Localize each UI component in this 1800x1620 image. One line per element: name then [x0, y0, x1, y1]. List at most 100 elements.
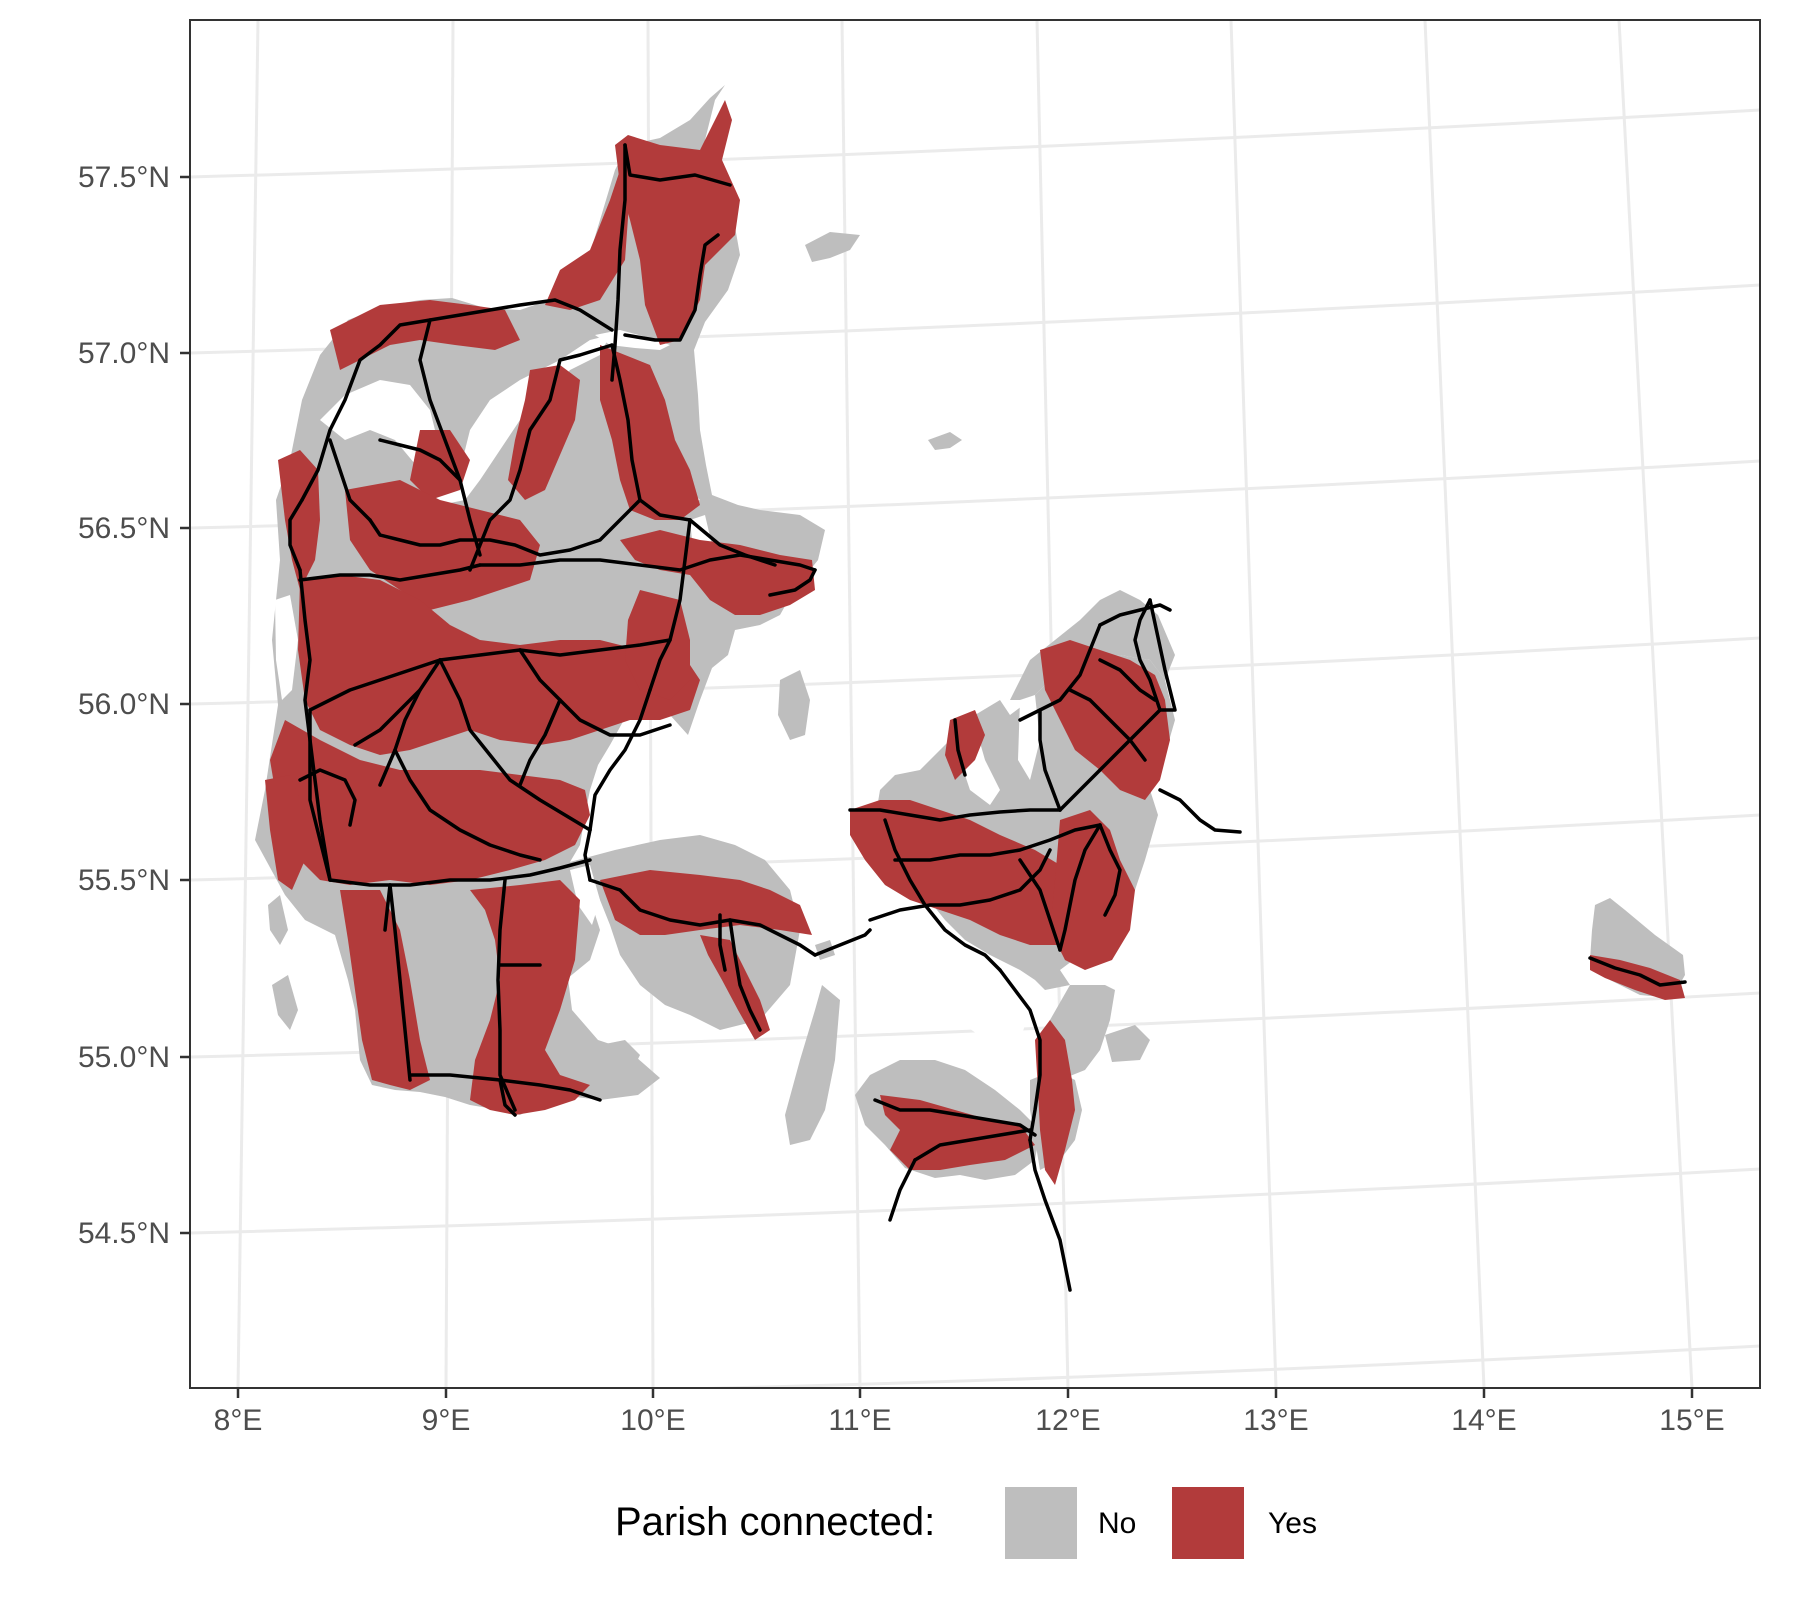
lon-axis-ticks	[236, 1388, 1694, 1398]
anholt-island	[928, 432, 962, 450]
graticule-lon-14	[1423, 20, 1486, 1388]
graticule-lon-8	[236, 20, 260, 1388]
rail-hobro-viborg	[368, 498, 642, 557]
rail-lolland	[873, 1098, 1037, 1137]
rail-aalborg-west	[300, 298, 614, 502]
connected-falster	[1035, 1020, 1075, 1185]
rail-frederikssund	[1038, 708, 1062, 812]
connected-funen-north	[600, 870, 812, 935]
rail-skjern-esbjerg	[308, 708, 332, 882]
connected-himmerland-east	[600, 345, 700, 520]
graticule-lat-57-5	[190, 108, 1760, 179]
rail-network	[288, 143, 1687, 1292]
rail-zealand-kalundborg	[848, 808, 1062, 822]
graticule-lat-54-0	[669, 1344, 1760, 1388]
rail-naestved-falster	[998, 968, 1042, 1142]
rail-naestved-grid	[1018, 858, 1062, 952]
connected-himmerland-west	[508, 365, 580, 500]
rail-randers-aarhus	[648, 518, 692, 692]
graticule-lat-54-5	[190, 1167, 1760, 1235]
rail-rodby	[888, 1158, 917, 1222]
rail-skjern-loop	[298, 768, 357, 827]
als-island	[600, 1040, 640, 1075]
rail-herning-ringkobing	[308, 658, 442, 712]
roskilde-fjord	[1018, 695, 1040, 780]
lat-tick-label: 55.0°N	[78, 1041, 170, 1074]
rail-koge-naestved	[1058, 823, 1102, 952]
rail-zealand-main-west	[868, 848, 1052, 922]
lon-tick-label: 10°E	[620, 1404, 685, 1437]
rail-oresund	[1158, 788, 1242, 834]
rail-holstebro-herning	[298, 563, 482, 582]
rail-nordhavn	[1098, 658, 1157, 702]
rail-skive-struer	[378, 438, 462, 482]
connected-west-mid	[265, 775, 305, 890]
rail-gribskov	[1098, 603, 1172, 627]
legend-swatch-yes	[1172, 1487, 1244, 1559]
rail-herning-vejle	[438, 658, 592, 832]
connected-midt-south	[270, 720, 590, 885]
rail-frederikshavn-skagen	[623, 143, 732, 187]
rail-grenaa	[768, 568, 817, 597]
connected-zealand-west	[850, 800, 1100, 945]
lon-tick-label: 11°E	[828, 1404, 891, 1437]
legend-title: Parish connected:	[615, 1500, 935, 1544]
ringkobing-fjord	[275, 595, 298, 700]
rail-esbjerg-kolding	[328, 858, 592, 887]
rail-herning-hub	[378, 658, 442, 787]
lat-tick-label: 54.5°N	[78, 1217, 170, 1250]
rail-struer	[328, 438, 372, 522]
connected-zealand-east	[1050, 810, 1135, 970]
lon-tick-label: 8°E	[214, 1404, 263, 1437]
rail-svendborg-faaborg	[718, 913, 727, 972]
legend-swatch-no	[1005, 1487, 1077, 1559]
rail-viborg-aarhus	[478, 553, 817, 572]
connected-salling	[410, 430, 470, 500]
lat-axis-ticks	[180, 175, 190, 1235]
lon-tick-label: 13°E	[1243, 1404, 1308, 1437]
rail-tinglev	[498, 1078, 517, 1117]
lat-tick-label: 56.5°N	[78, 512, 170, 545]
connected-vendsyssel-west	[545, 170, 630, 310]
graticule-lon-15	[1617, 20, 1694, 1388]
rail-north-zealand-loop	[1018, 623, 1102, 722]
rail-funen-main	[588, 878, 817, 957]
graticule-lon-13	[1229, 20, 1278, 1388]
rail-koge-stevns	[1098, 823, 1122, 917]
connected-lolland	[880, 1095, 1035, 1170]
rail-great-belt	[813, 928, 872, 957]
lon-axis-labels: 8°E 9°E 10°E 11°E 12°E 13°E 14°E 15°E	[214, 1404, 1725, 1437]
samso-island	[778, 670, 810, 740]
smaalandsfarvandet	[960, 995, 1030, 1040]
rail-ribe	[383, 883, 392, 932]
rail-struer-lemvig	[288, 498, 304, 572]
rail-bornholm	[1588, 956, 1687, 987]
rail-lolland-south	[913, 1128, 1032, 1162]
rail-herning-silkeborg	[438, 638, 672, 662]
rail-bramming-tonder	[388, 883, 412, 1082]
rail-skanderborg-horsens	[518, 698, 562, 787]
connected-djursland	[620, 530, 815, 615]
rail-hillerod	[1068, 688, 1147, 762]
lon-tick-label: 15°E	[1659, 1404, 1724, 1437]
moen-island	[1105, 1025, 1150, 1062]
rail-saeby	[623, 233, 720, 342]
rail-ringsted-grid	[893, 823, 1102, 862]
rail-brande-vejle	[393, 748, 542, 862]
lon-tick-label: 9°E	[422, 1404, 471, 1437]
laeso-island	[805, 232, 860, 262]
rail-helsingor-coast	[1148, 598, 1177, 712]
rail-silkeborg-skanderborg	[518, 648, 672, 737]
rail-aalborg-south	[610, 343, 692, 522]
rail-himmerland	[468, 343, 614, 572]
rail-tonder-sonderborg	[408, 1073, 602, 1102]
romo-island	[272, 975, 298, 1030]
legend: Parish connected: No Yes	[615, 1487, 1317, 1559]
langeland-region	[785, 985, 840, 1145]
rail-herning-skjern	[353, 688, 422, 747]
lat-tick-label: 56.0°N	[78, 688, 170, 721]
rail-thisted	[418, 318, 482, 557]
rail-cph-helsingor	[1133, 598, 1162, 712]
lon-tick-label: 12°E	[1035, 1404, 1100, 1437]
